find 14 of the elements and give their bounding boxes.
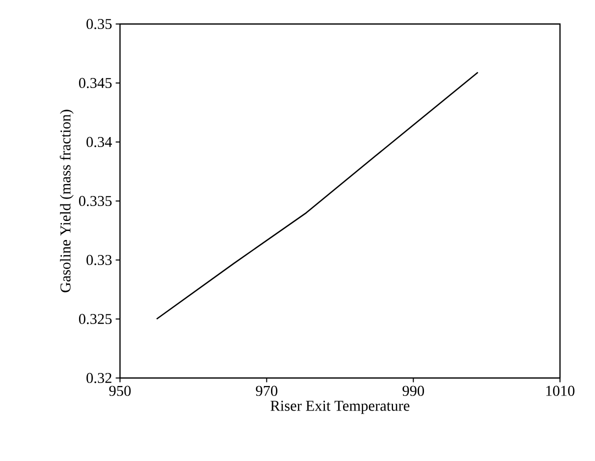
y-tick-label: 0.345: [79, 78, 112, 88]
y-tick-label: 0.325: [79, 314, 112, 324]
x-tick-label: 970: [256, 386, 278, 396]
x-axis-title: Riser Exit Temperature: [270, 400, 410, 414]
y-tick-label: 0.35: [86, 18, 112, 30]
x-tick-label: 950: [109, 386, 131, 396]
y-tick-label: 0.335: [79, 196, 112, 206]
y-tick-label: 0.32: [86, 372, 112, 384]
y-axis-title: Gasoline Yield (mass fraction): [60, 110, 74, 292]
y-tick-label: 0.33: [86, 254, 112, 266]
x-tick-label: 990: [402, 386, 424, 396]
x-tick-label: 1010: [546, 386, 574, 396]
line-series: [156, 72, 479, 320]
y-tick-label: 0.34: [86, 136, 112, 148]
